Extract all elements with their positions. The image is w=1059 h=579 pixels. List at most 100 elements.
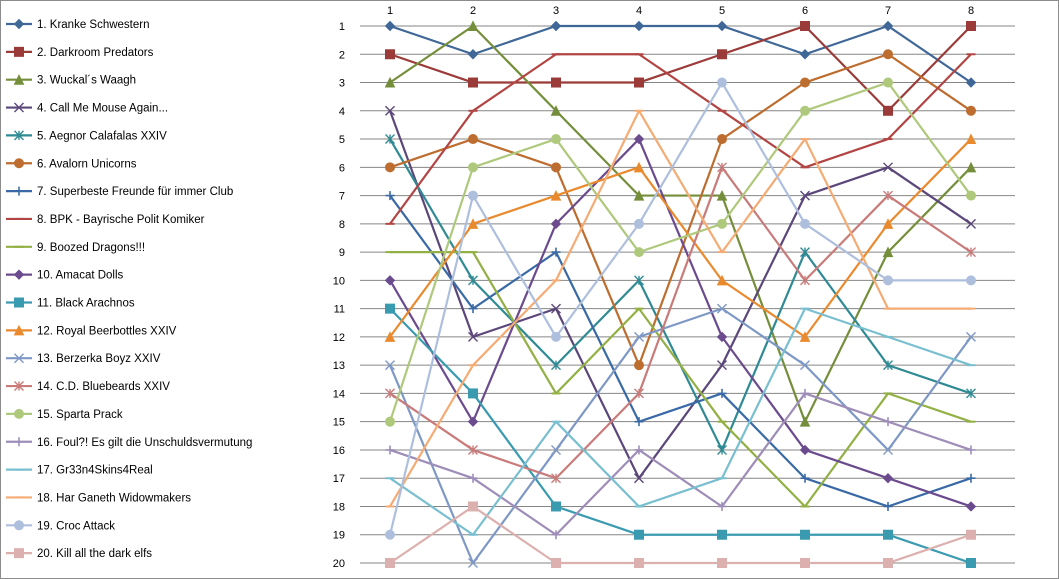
series (385, 109, 976, 508)
legend-item: 14. C.D. Bluebeards XXIV (6, 381, 170, 393)
legend-item: 8. BPK - Bayrische Polit Komiker (6, 214, 205, 226)
data-point (385, 105, 395, 116)
series-line (389, 138, 972, 452)
data-point (800, 558, 810, 568)
data-point (468, 275, 478, 286)
data-point (468, 304, 478, 314)
y-tick-label: 14 (333, 388, 345, 400)
series (385, 162, 976, 484)
legend-item: 6. Avalorn Unicorns (6, 158, 137, 170)
data-point (467, 416, 479, 427)
data-point (966, 529, 976, 540)
y-tick-label: 3 (339, 78, 345, 90)
data-point (800, 529, 810, 540)
series-line (389, 166, 972, 480)
data-point (799, 416, 811, 427)
data-point (883, 360, 893, 371)
data-point (717, 444, 727, 455)
legend-item: 13. Berzerka Boyz XXIV (6, 353, 161, 365)
series-line (388, 81, 972, 423)
data-point (551, 134, 561, 145)
legend-marker (13, 269, 25, 280)
data-point (633, 161, 645, 173)
series-line (389, 392, 972, 536)
data-point (717, 218, 727, 229)
legend-label: 12. Royal Beerbottles XXIV (37, 325, 177, 337)
data-point (385, 416, 395, 427)
data-point (468, 77, 478, 88)
legend-item: 7. Superbeste Freunde für immer Club (6, 186, 233, 198)
data-point (966, 105, 976, 116)
data-point (384, 76, 396, 88)
data-point (385, 445, 395, 455)
y-tick-label: 15 (333, 417, 345, 429)
data-point (468, 162, 478, 173)
data-point (634, 331, 644, 342)
data-point (634, 417, 644, 427)
data-point (717, 529, 727, 540)
legend-item: 2. Darkroom Predators (6, 46, 154, 59)
data-point (633, 20, 645, 32)
data-point (467, 218, 479, 229)
y-tick-label: 17 (333, 473, 345, 485)
data-point (717, 303, 727, 314)
data-point (717, 162, 727, 173)
series (384, 20, 977, 88)
data-point (800, 275, 810, 286)
data-point (716, 274, 728, 286)
series-line (389, 307, 972, 565)
x-tick-label: 7 (885, 5, 891, 17)
legend-marker (13, 18, 25, 30)
x-tick-label: 4 (636, 5, 642, 17)
legend-marker (13, 74, 25, 85)
legend-label: 6. Avalorn Unicorns (37, 158, 137, 170)
series (385, 105, 976, 484)
x-tick-label: 2 (470, 5, 476, 17)
data-point (966, 473, 976, 483)
legend-marker (14, 381, 24, 392)
series (385, 49, 976, 371)
data-point (551, 77, 561, 88)
legend-item: 11. Black Arachnos (6, 297, 135, 310)
data-point (882, 218, 894, 229)
data-point (468, 388, 478, 399)
data-point (883, 77, 893, 88)
legend-label: 16. Foul?! Es gilt die Unschuldsvermutun… (37, 437, 252, 449)
data-point (385, 388, 395, 399)
x-tick-label: 5 (719, 5, 725, 17)
legend-label: 8. BPK - Bayrische Polit Komiker (37, 214, 205, 226)
data-point (800, 360, 810, 371)
legend-label: 20. Kill all the dark elfs (37, 548, 152, 560)
legend-label: 13. Berzerka Boyz XXIV (37, 353, 161, 365)
legend-item: 16. Foul?! Es gilt die Unschuldsvermutun… (6, 437, 252, 449)
data-point (965, 161, 977, 173)
y-tick-label: 19 (333, 530, 345, 542)
legend-marker (14, 353, 24, 364)
y-tick-label: 2 (339, 49, 345, 61)
legend-item: 15. Sparta Prack (6, 408, 123, 421)
data-point (551, 444, 561, 455)
legend-label: 17. Gr33n4Skins4Real (37, 465, 153, 477)
y-tick-label: 7 (339, 191, 345, 203)
legend-label: 9. Boozed Dragons!!! (37, 242, 145, 254)
legend-label: 2. Darkroom Predators (37, 47, 154, 59)
data-point (384, 275, 396, 286)
data-point (966, 21, 976, 31)
data-point (468, 558, 478, 568)
y-tick-label: 18 (333, 501, 345, 513)
series-line (389, 24, 972, 84)
series-line (389, 53, 972, 225)
data-point (551, 558, 561, 568)
series-line (389, 505, 972, 565)
series (385, 501, 976, 568)
legend-label: 15. Sparta Prack (37, 409, 123, 421)
data-point (966, 388, 976, 399)
data-point (966, 558, 976, 568)
x-tick-label: 8 (968, 5, 974, 17)
legend-item: 4. Call Me Mouse Again... (6, 103, 168, 115)
legend-marker (14, 130, 24, 141)
data-point (716, 189, 728, 201)
data-point (385, 558, 395, 568)
data-point (965, 133, 977, 145)
legend-label: 4. Call Me Mouse Again... (37, 103, 168, 115)
